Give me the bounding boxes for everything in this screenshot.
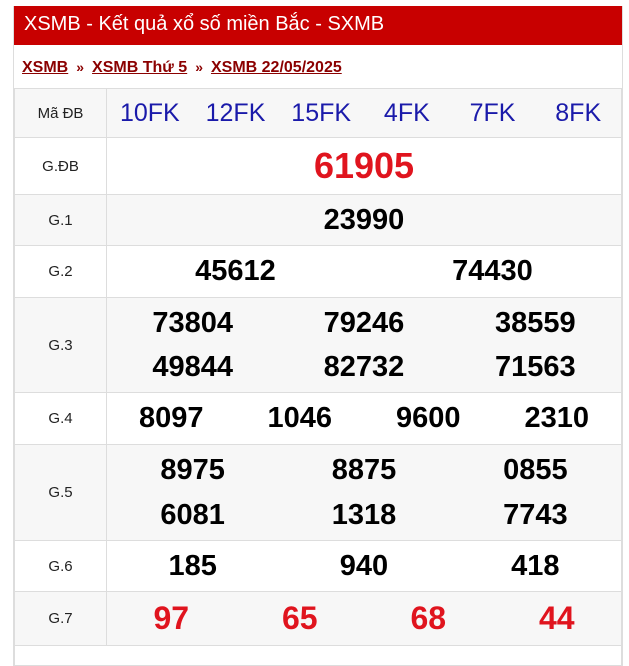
prize-number: 49844 <box>152 350 233 383</box>
code: 10FK <box>119 98 180 127</box>
breadcrumb: XSMB » XSMB Thứ 5 » XSMB 22/05/2025 <box>14 45 622 88</box>
prize-row-3: G.3 73804 79246 38559 49844 82732 71563 <box>14 297 622 393</box>
breadcrumb-xsmb[interactable]: XSMB <box>22 59 69 76</box>
breadcrumb-thu5[interactable]: XSMB Thứ 5 <box>92 59 188 76</box>
code: 4FK <box>383 98 430 127</box>
prize-number: 6081 <box>160 498 225 531</box>
prize-label: G.5 <box>14 444 107 541</box>
prize-number: 7743 <box>503 498 568 531</box>
code: 8FK <box>555 98 602 127</box>
prize-number: 2310 <box>524 402 589 434</box>
prize-number: 45612 <box>195 255 276 287</box>
prize-row-1: G.1 23990 <box>14 194 622 246</box>
prize-number: 23990 <box>323 203 405 236</box>
prize-number: 79246 <box>323 306 405 339</box>
prize-number: 185 <box>168 549 217 582</box>
prize-number: 0855 <box>503 453 568 486</box>
prize-label: G.1 <box>14 194 107 246</box>
results-panel: XSMB - Kết quả xổ số miền Bắc - SXMB XSM… <box>13 6 623 666</box>
prize-number: 65 <box>281 600 318 636</box>
special-prize: 61905 <box>313 145 415 186</box>
codes-label: Mã ĐB <box>14 88 107 138</box>
prize-number: 44 <box>538 600 575 636</box>
prize-label: G.2 <box>14 245 107 298</box>
code: 15FK <box>291 98 352 127</box>
prize-number: 8975 <box>160 453 225 486</box>
prize-number: 418 <box>511 549 560 582</box>
prize-label: G.ĐB <box>14 137 107 195</box>
prize-number: 8875 <box>331 453 397 486</box>
prize-number: 74430 <box>452 255 533 287</box>
prize-label: G.6 <box>14 540 107 592</box>
prize-row-2: G.2 45612 74430 <box>14 245 622 298</box>
breadcrumb-separator: » <box>195 59 203 75</box>
prize-row-7: G.7 97 65 68 44 <box>14 591 622 646</box>
prize-row-6: G.6 185 940 418 <box>14 540 622 592</box>
breadcrumb-separator: » <box>76 59 85 75</box>
breadcrumb-date[interactable]: XSMB 22/05/2025 <box>210 59 342 76</box>
prize-number: 68 <box>410 600 447 636</box>
code: 7FK <box>469 98 516 127</box>
codes-row: Mã ĐB 10FK 12FK 15FK 4FK 7FK 8FK <box>14 88 622 138</box>
prize-row-4: G.4 8097 1046 9600 2310 <box>14 392 622 445</box>
prize-number: 97 <box>153 600 190 636</box>
prize-number: 73804 <box>152 306 233 339</box>
prize-number: 1046 <box>267 402 332 434</box>
empty-row <box>14 645 622 666</box>
prize-number: 940 <box>339 549 389 582</box>
results-table: Mã ĐB 10FK 12FK 15FK 4FK 7FK 8FK G.ĐB 61905 G.… <box>14 88 622 666</box>
prize-label: G.3 <box>14 297 107 393</box>
prize-number: 82732 <box>323 350 405 383</box>
prize-label: G.7 <box>14 591 107 646</box>
prize-number: 38559 <box>494 306 576 339</box>
prize-number: 1318 <box>331 498 397 531</box>
page-title: XSMB - Kết quả xổ số miền Bắc - SXMB <box>14 6 622 45</box>
prize-number: 71563 <box>494 350 576 383</box>
prize-number: 9600 <box>395 402 461 434</box>
prize-number: 8097 <box>138 402 204 434</box>
prize-label: G.4 <box>14 392 107 445</box>
prize-row-5: G.5 8975 8875 0855 6081 1318 7743 <box>14 444 622 541</box>
prize-row-db: G.ĐB 61905 <box>14 137 622 195</box>
code: 12FK <box>205 98 266 127</box>
